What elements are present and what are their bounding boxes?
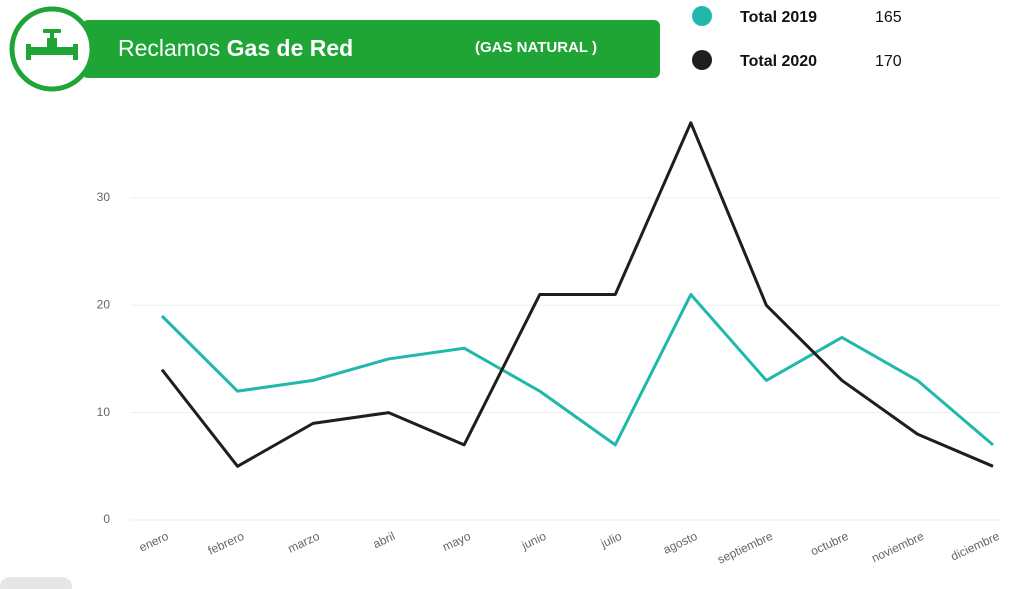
series-line	[160, 121, 994, 468]
decoration	[0, 577, 72, 589]
chart-subtitle: (GAS NATURAL )	[475, 39, 597, 56]
legend-total: 165	[875, 9, 902, 26]
legend-label: Total 2019	[740, 9, 817, 26]
title-bold: Gas de Red	[227, 35, 354, 61]
legend-marker	[692, 6, 712, 26]
legend-total: 170	[875, 53, 902, 70]
series-line	[160, 293, 994, 447]
x-tick-label: febrero	[206, 529, 247, 558]
x-tick-label: agosto	[661, 529, 700, 557]
chart-title: Reclamos Gas de Red	[118, 35, 353, 61]
title-banner	[82, 20, 660, 78]
title-text: Reclamos	[118, 35, 220, 61]
legend-marker	[692, 50, 712, 70]
x-tick-label: julio	[598, 529, 624, 551]
x-tick-label: diciembre	[949, 529, 1002, 564]
x-tick-label: mayo	[440, 529, 473, 554]
legend-label: Total 2020	[740, 53, 817, 70]
pipe-icon	[26, 29, 78, 60]
y-tick-label: 20	[97, 297, 111, 311]
y-tick-label: 0	[103, 512, 110, 526]
x-tick-label: octubre	[808, 529, 850, 559]
x-tick-label: junio	[519, 529, 549, 553]
x-tick-label: noviembre	[869, 529, 926, 566]
x-tick-label: abril	[371, 529, 397, 551]
y-tick-label: 30	[97, 190, 111, 204]
y-tick-label: 10	[97, 405, 111, 419]
x-tick-label: enero	[137, 529, 171, 555]
x-tick-label: marzo	[286, 529, 322, 556]
x-tick-label: septiembre	[715, 529, 775, 567]
